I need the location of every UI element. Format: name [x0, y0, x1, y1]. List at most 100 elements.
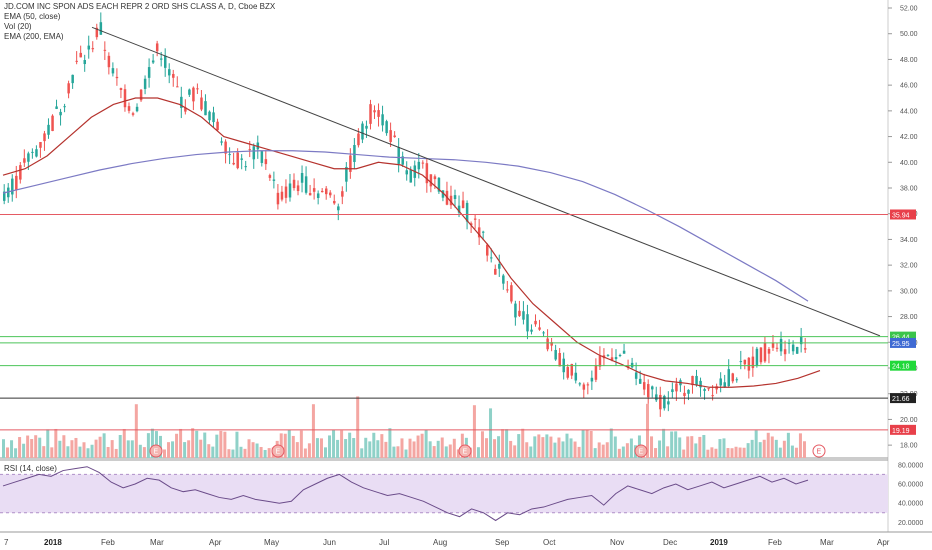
candle-body — [659, 395, 662, 409]
volume-bar — [662, 429, 665, 458]
volume-bar — [91, 445, 94, 458]
volume-bar — [6, 447, 9, 458]
volume-bar — [594, 448, 597, 458]
price-tick-label: 46.00 — [900, 83, 918, 90]
volume-bar — [46, 429, 49, 458]
volume-bar — [344, 439, 347, 458]
candle-body — [381, 114, 384, 125]
candle-body — [43, 133, 46, 141]
level-badge-value: 24.18 — [892, 364, 910, 371]
price-tick-label: 30.00 — [900, 288, 918, 295]
candle-body — [482, 232, 485, 233]
candle-body — [796, 347, 799, 354]
volume-bar — [654, 448, 657, 458]
time-tick-label: Nov — [610, 538, 624, 547]
volume-bar — [670, 431, 673, 458]
candle-body — [768, 349, 771, 354]
candle-body — [19, 165, 22, 179]
volume-bar — [775, 440, 778, 458]
candle-body — [172, 74, 175, 78]
candle-body — [321, 191, 324, 192]
volume-bar — [710, 447, 713, 458]
candle-body — [281, 192, 284, 200]
candle-body — [667, 401, 670, 404]
time-tick-label: Feb — [101, 538, 115, 547]
volume-bar — [497, 436, 500, 458]
volume-bar — [2, 439, 5, 458]
candle-body — [776, 348, 779, 349]
volume-bar — [421, 434, 424, 458]
candle-body — [124, 89, 127, 107]
volume-bar — [779, 448, 782, 458]
volume-bar — [739, 448, 742, 458]
volume-bar — [799, 433, 802, 458]
price-tick-label: 38.00 — [900, 186, 918, 193]
candle-body — [711, 395, 714, 396]
volume-bar — [517, 434, 520, 458]
candle-body — [188, 90, 191, 95]
level-badge-value: 19.19 — [892, 428, 910, 435]
candle-body — [671, 389, 674, 392]
rsi-tick-label: 80.0000 — [898, 462, 923, 469]
candle-body — [253, 146, 256, 159]
volume-bar — [167, 442, 170, 458]
candle-body — [454, 195, 457, 199]
volume-bar — [658, 440, 661, 458]
volume-bar — [501, 429, 504, 458]
volume-bar — [791, 446, 794, 458]
earnings-marker-label: E — [463, 449, 468, 456]
volume-bar — [541, 437, 544, 458]
volume-bar — [340, 431, 343, 458]
volume-bar — [473, 405, 476, 458]
candle-body — [216, 122, 219, 130]
volume-bar — [78, 447, 81, 458]
volume-bar — [304, 448, 307, 458]
volume-bar — [718, 439, 721, 458]
candle-body — [160, 58, 163, 59]
candle-body — [55, 106, 58, 109]
volume-bar — [376, 440, 379, 458]
price-tick-label: 50.00 — [900, 31, 918, 38]
candle-body — [261, 151, 264, 163]
candle-body — [410, 170, 413, 183]
candle-body — [434, 176, 437, 179]
candle-body — [228, 154, 231, 155]
price-tick-label: 44.00 — [900, 108, 918, 115]
candle-body — [784, 349, 787, 354]
candle-body — [377, 110, 380, 117]
candle-body — [71, 75, 74, 83]
volume-bar — [119, 435, 122, 458]
volume-bar — [99, 437, 102, 458]
volume-bar — [135, 404, 138, 458]
candle-body — [373, 110, 376, 112]
volume-bar — [308, 443, 311, 458]
candle-body — [389, 130, 392, 142]
time-tick-label: Feb — [768, 538, 782, 547]
volume-bar — [722, 438, 725, 458]
volume-bar — [296, 442, 299, 458]
candle-body — [695, 376, 698, 385]
candle-body — [47, 125, 50, 135]
candle-body — [67, 83, 70, 93]
volume-bar — [38, 438, 41, 458]
volume-bar — [537, 434, 540, 458]
candle-body — [369, 104, 372, 124]
volume-bar — [18, 437, 21, 458]
time-tick-label: May — [264, 538, 279, 547]
volume-bar — [103, 433, 106, 458]
volume-bar — [264, 450, 267, 458]
volume-bar — [74, 438, 77, 458]
candle-body — [108, 56, 111, 67]
volume-bar — [509, 441, 512, 458]
volume-bar — [396, 446, 399, 458]
volume-bar — [767, 433, 770, 458]
volume-bar — [332, 430, 335, 458]
candle-body — [619, 355, 622, 356]
time-tick-label: Apr — [209, 538, 222, 547]
volume-bar — [248, 439, 251, 458]
volume-bar — [755, 430, 758, 458]
volume-bar — [606, 442, 609, 458]
candle-body — [168, 69, 171, 75]
volume-bar — [400, 438, 403, 458]
